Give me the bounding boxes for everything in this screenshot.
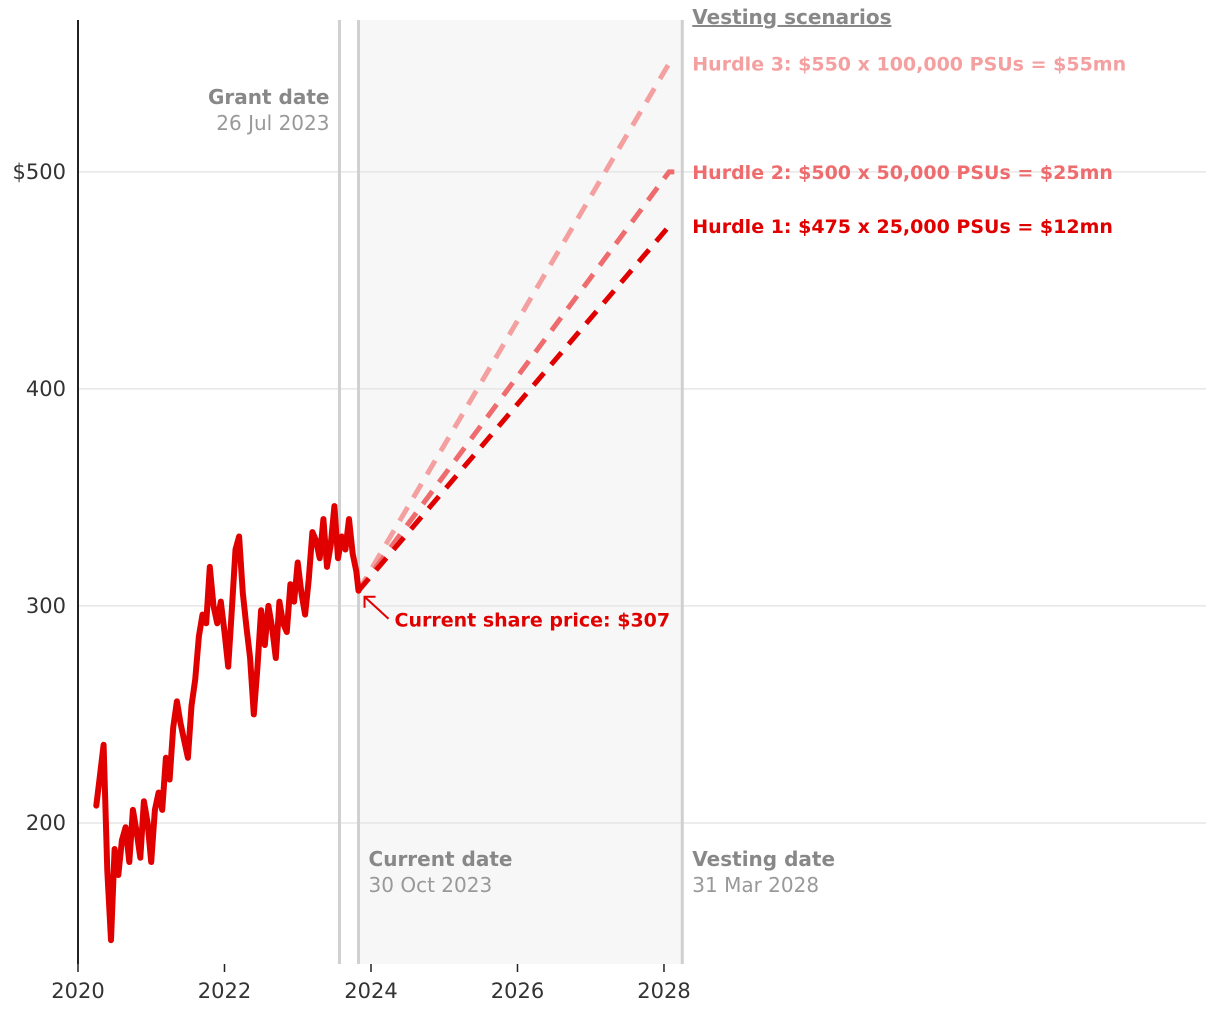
y-tick-label-300: 300	[26, 594, 66, 618]
y-tick-label-200: 200	[26, 811, 66, 835]
hurdle-3-label: Hurdle 3: $550 x 100,000 PSUs = $55mn	[692, 53, 1126, 75]
vesting-period-shading	[358, 20, 683, 964]
vesting-date-title: Vesting date	[692, 847, 835, 871]
hurdle-2-label: Hurdle 2: $500 x 50,000 PSUs = $25mn	[692, 162, 1113, 184]
vesting-scenarios-title: Vesting scenarios	[692, 5, 891, 29]
hurdle-3-line	[356, 60, 675, 593]
tick-labels: 2020 2022 2024 2026 2028 200 300 400 $500	[13, 160, 691, 1003]
x-tick-label-2024: 2024	[344, 979, 397, 1003]
axes	[77, 20, 665, 972]
x-tick-label-2028: 2028	[637, 979, 690, 1003]
event-lines	[337, 20, 684, 964]
x-tick-label-2022: 2022	[198, 979, 251, 1003]
y-tick-label-400: 400	[26, 377, 66, 401]
grant-date-title: Grant date	[208, 85, 329, 109]
current-date-title: Current date	[369, 847, 513, 871]
x-tick-label-2020: 2020	[51, 979, 104, 1003]
arrow-shaft	[363, 596, 390, 620]
current-price-arrow-icon	[363, 595, 390, 620]
x-tick-label-2026: 2026	[491, 979, 544, 1003]
current-price-label: Current share price: $307	[395, 610, 671, 632]
share-price-line	[93, 503, 362, 944]
grant-date-value: 26 Jul 2023	[216, 111, 329, 135]
hurdle-scenarios: Hurdle 3: $550 x 100,000 PSUs = $55mn Hur…	[356, 53, 1126, 593]
y-tick-label-500: $500	[13, 160, 66, 184]
current-date-value: 30 Oct 2023	[369, 873, 493, 897]
arrow-head	[363, 595, 376, 608]
vesting-date-value: 31 Mar 2028	[692, 873, 819, 897]
hurdle-1-label: Hurdle 1: $475 x 25,000 PSUs = $12mn	[692, 216, 1113, 238]
hurdle-2-line	[356, 169, 675, 593]
